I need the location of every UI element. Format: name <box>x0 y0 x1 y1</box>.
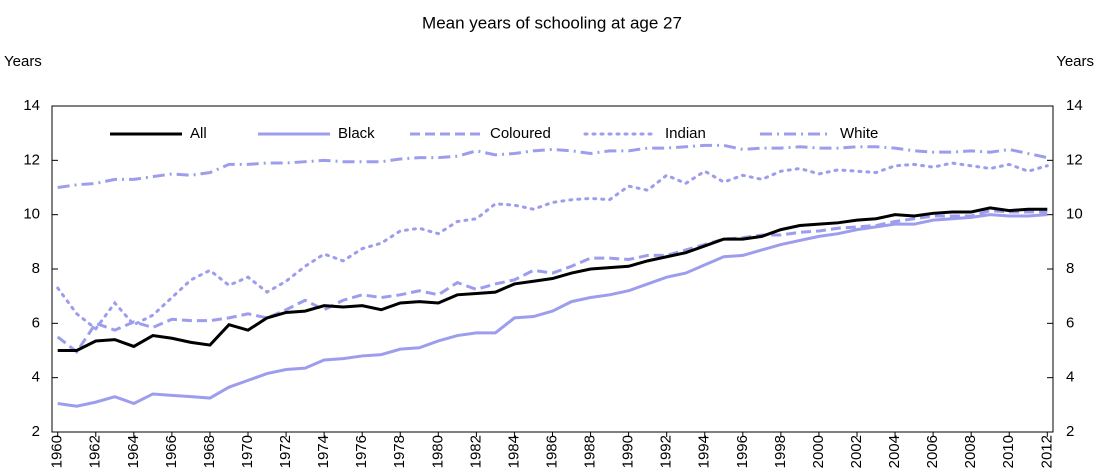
x-tick-label: 1996 <box>734 435 751 468</box>
y2-tick-label: 14 <box>1066 97 1083 114</box>
x-tick-label: 1974 <box>315 435 332 468</box>
x-tick-label: 2010 <box>1000 435 1017 468</box>
plot-frame <box>51 105 1054 433</box>
x-tick-label: 2004 <box>886 435 903 468</box>
x-tick-label: 1980 <box>429 435 446 468</box>
legend-label: Indian <box>665 125 706 142</box>
series-line <box>57 213 1048 408</box>
y-tick-label: 12 <box>23 151 40 168</box>
x-tick-label: 1984 <box>505 435 522 468</box>
x-tick-label: 1982 <box>467 435 484 468</box>
x-tick-label: 1976 <box>353 435 370 468</box>
x-tick-label: 1998 <box>772 435 789 468</box>
y2-tick-label: 2 <box>1066 423 1074 440</box>
y-tick-label: 14 <box>23 97 40 114</box>
x-tick-label: 1970 <box>239 435 256 468</box>
x-tick-label: 1960 <box>49 435 66 468</box>
y2-tick-label: 12 <box>1066 151 1083 168</box>
x-tick-label: 1990 <box>620 435 637 468</box>
x-tick-label: 1994 <box>696 435 713 468</box>
y-tick-label: 6 <box>32 314 40 331</box>
x-tick-label: 1968 <box>201 435 218 468</box>
y2-tick-label: 4 <box>1066 369 1074 386</box>
x-tick-label: 1992 <box>658 435 675 468</box>
series-line <box>56 209 1048 355</box>
x-tick-label: 1962 <box>87 435 104 468</box>
x-tick-label: 1988 <box>582 435 599 468</box>
x-tick-label: 1978 <box>391 435 408 468</box>
legend-label: White <box>840 125 878 142</box>
y-tick-label: 10 <box>23 206 40 223</box>
x-tick-label: 2000 <box>810 435 827 468</box>
legend-label: All <box>190 125 207 142</box>
x-tick-label: 2012 <box>1038 435 1055 468</box>
legend-label: Black <box>338 125 375 142</box>
x-tick-label: 1972 <box>277 435 294 468</box>
y2-tick-label: 10 <box>1066 206 1083 223</box>
y-tick-label: 2 <box>32 423 40 440</box>
x-tick-label: 2008 <box>962 435 979 468</box>
x-tick-label: 2002 <box>848 435 865 468</box>
x-tick-label: 2006 <box>924 435 941 468</box>
chart-title: Mean years of schooling at age 27 <box>422 13 682 32</box>
series-line <box>56 161 1049 331</box>
y2-tick-label: 6 <box>1066 314 1074 331</box>
y-tick-label: 4 <box>32 369 40 386</box>
legend-label: Coloured <box>490 125 551 142</box>
y2-tick-label: 8 <box>1066 260 1074 277</box>
x-tick-label: 1966 <box>163 435 180 468</box>
y-tick-label: 8 <box>32 260 40 277</box>
y-axis-label: Years <box>4 53 42 70</box>
x-tick-label: 1964 <box>125 435 142 468</box>
x-tick-label: 1986 <box>543 435 560 468</box>
y2-axis-label: Years <box>1056 53 1094 70</box>
series-line <box>57 206 1048 352</box>
